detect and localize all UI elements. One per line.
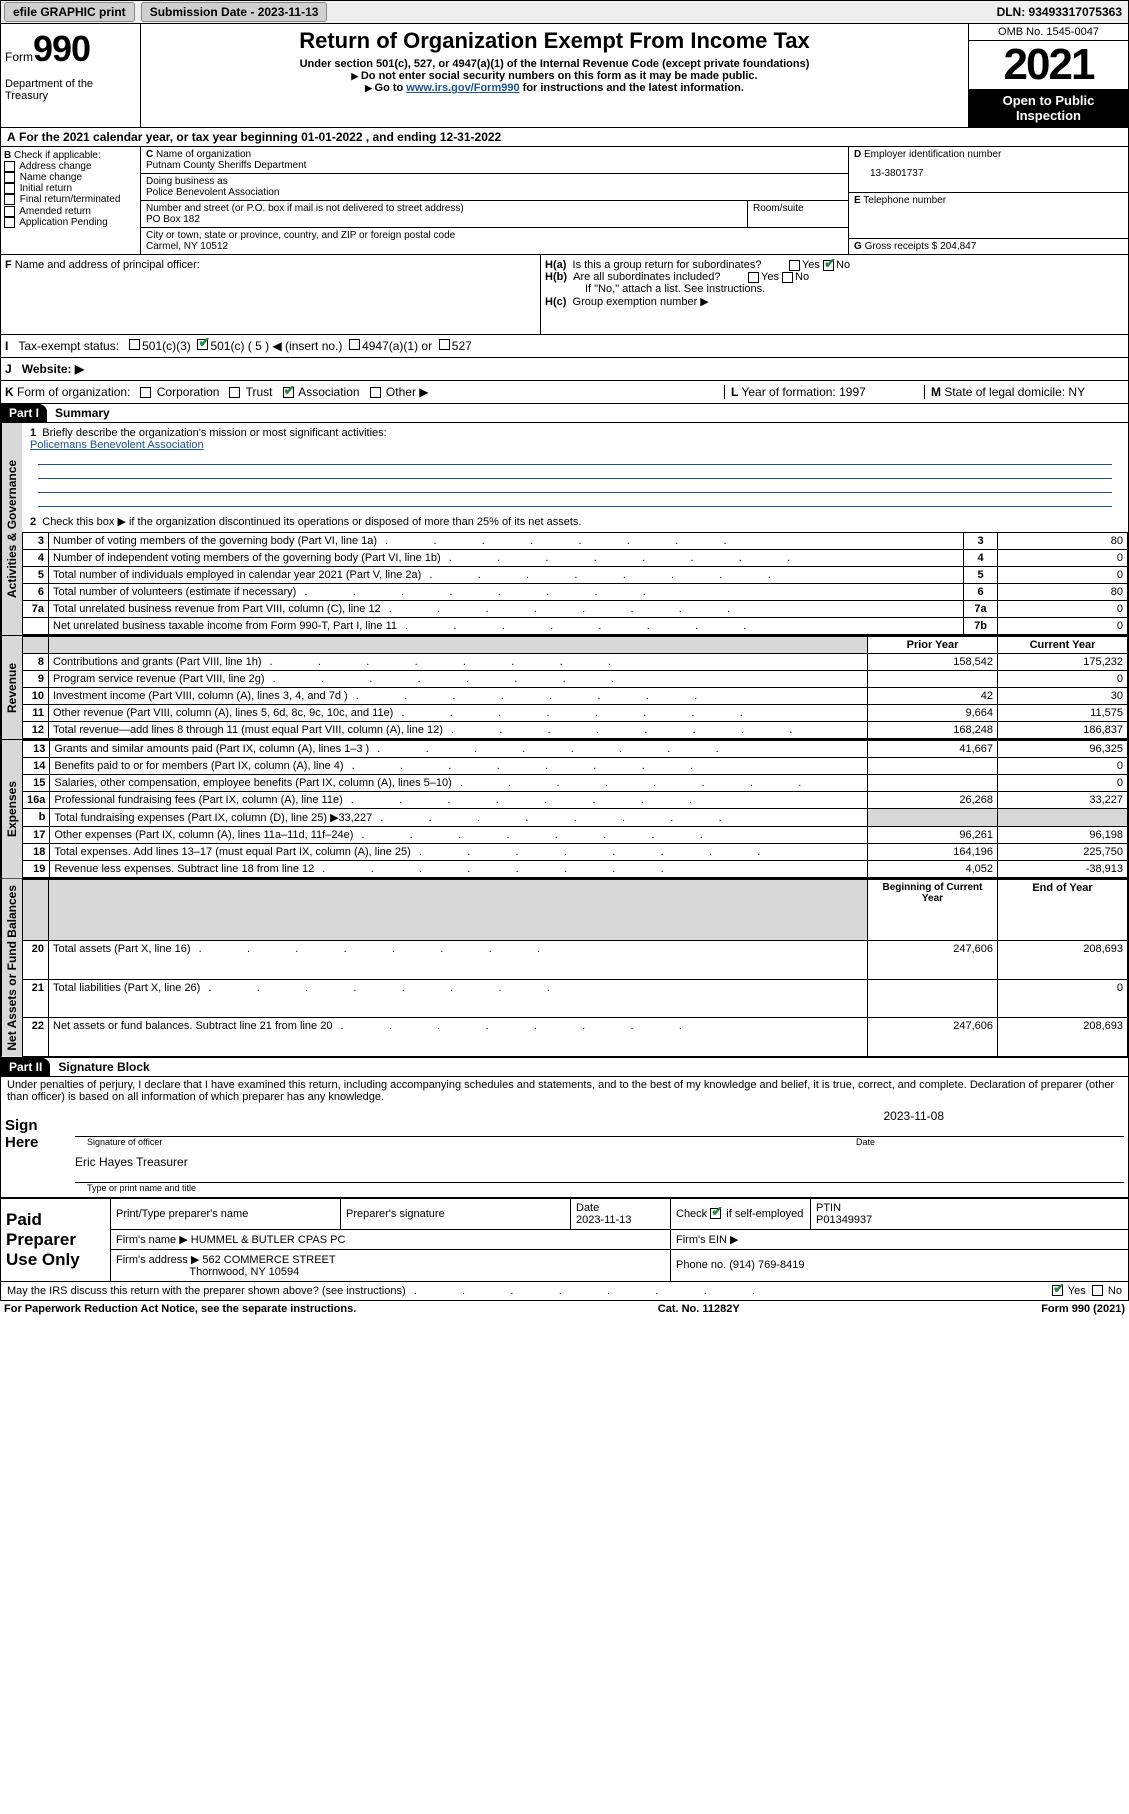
year-formation: 1997 [839,385,866,399]
prep-date: 2023-11-13 [576,1214,631,1226]
footer-right: Form 990 (2021) [1041,1303,1125,1315]
expenses-table: 13Grants and similar amounts paid (Part … [22,740,1128,878]
governance-table: 3Number of voting members of the governi… [22,532,1128,635]
form-label: Form [5,50,33,64]
vtab-governance: Activities & Governance [1,423,22,635]
row-klm: K Form of organization: Corporation Trus… [0,381,1129,404]
activities-governance-section: Activities & Governance 1 Briefly descri… [0,423,1129,636]
expenses-section: Expenses 13Grants and similar amounts pa… [0,740,1129,879]
ptin: P01349937 [816,1214,872,1226]
state-domicile: NY [1068,385,1085,399]
mission-text: Policemans Benevolent Association [30,439,204,451]
tax-year: 2021 [969,41,1128,89]
row-i: I Tax-exempt status: 501(c)(3) 501(c) ( … [0,335,1129,358]
subtitle: Under section 501(c), 527, or 4947(a)(1)… [147,58,962,70]
form-header: Form990 Department of the Treasury Retur… [0,24,1129,128]
instruction-1: Do not enter social security numbers on … [147,70,962,82]
netassets-table: Beginning of Current YearEnd of Year 20T… [22,879,1128,1057]
page-footer: For Paperwork Reduction Act Notice, see … [0,1301,1129,1317]
col-b-checkboxes: B Check if applicable: Address change Na… [1,147,141,254]
revenue-table: Prior YearCurrent Year 8Contributions an… [22,636,1128,739]
revenue-section: Revenue Prior YearCurrent Year 8Contribu… [0,636,1129,740]
city-state-zip: Carmel, NY 10512 [146,241,843,252]
dba-name: Police Benevolent Association [146,187,843,198]
ein: 13-3801737 [854,160,1123,179]
part-i-header: Part I Summary [0,404,1129,423]
irs-link[interactable]: www.irs.gov/Form990 [406,82,519,94]
officer-name: Eric Hayes Treasurer [75,1155,1124,1169]
omb-number: OMB No. 1545-0047 [969,24,1128,41]
part-ii-header: Part II Signature Block [0,1058,1129,1077]
dept-label: Department of the Treasury [5,78,136,102]
row-j: J Website: ▶ [0,358,1129,381]
efile-button[interactable]: efile GRAPHIC print [4,2,135,22]
netassets-section: Net Assets or Fund Balances Beginning of… [0,879,1129,1058]
firm-phone: (914) 769-8419 [729,1259,804,1271]
form-number: 990 [33,28,90,69]
paid-preparer-block: Paid Preparer Use Only Print/Type prepar… [0,1198,1129,1282]
firm-addr2: Thornwood, NY 10594 [189,1266,299,1278]
firm-addr1: 562 COMMERCE STREET [202,1254,335,1266]
sign-here-label: Sign Here [1,1105,71,1197]
sign-here-block: Sign Here 2023-11-08 Signature of office… [0,1105,1129,1198]
firm-name: HUMMEL & BUTLER CPAS PC [191,1234,346,1246]
submission-date-button[interactable]: Submission Date - 2023-11-13 [141,2,328,22]
row-a: A For the 2021 calendar year, or tax yea… [0,128,1129,147]
vtab-expenses: Expenses [1,740,22,878]
sign-date: 2023-11-08 [75,1109,1124,1123]
f-h-block: F Name and address of principal officer:… [0,255,1129,335]
vtab-revenue: Revenue [1,636,22,739]
room-suite-label: Room/suite [748,201,848,227]
gross-receipts: 204,847 [940,241,976,252]
footer-left: For Paperwork Reduction Act Notice, see … [4,1303,356,1315]
open-public-badge: Open to Public Inspection [969,89,1128,127]
irs-discuss-row: May the IRS discuss this return with the… [0,1282,1129,1301]
footer-mid: Cat. No. 11282Y [658,1303,740,1315]
return-title: Return of Organization Exempt From Incom… [147,28,962,54]
org-name: Putnam County Sheriffs Department [146,160,843,171]
instruction-2: Go to www.irs.gov/Form990 for instructio… [147,82,962,94]
dln-label: DLN: 93493317075363 [997,5,1128,19]
topbar: efile GRAPHIC print Submission Date - 20… [0,0,1129,24]
vtab-netassets: Net Assets or Fund Balances [1,879,22,1057]
paid-preparer-label: Paid Preparer Use Only [1,1198,111,1281]
street-address: PO Box 182 [146,214,742,225]
org-info-block: B Check if applicable: Address change Na… [0,147,1129,255]
tax-year-range: For the 2021 calendar year, or tax year … [19,130,501,144]
declaration-text: Under penalties of perjury, I declare th… [0,1077,1129,1105]
